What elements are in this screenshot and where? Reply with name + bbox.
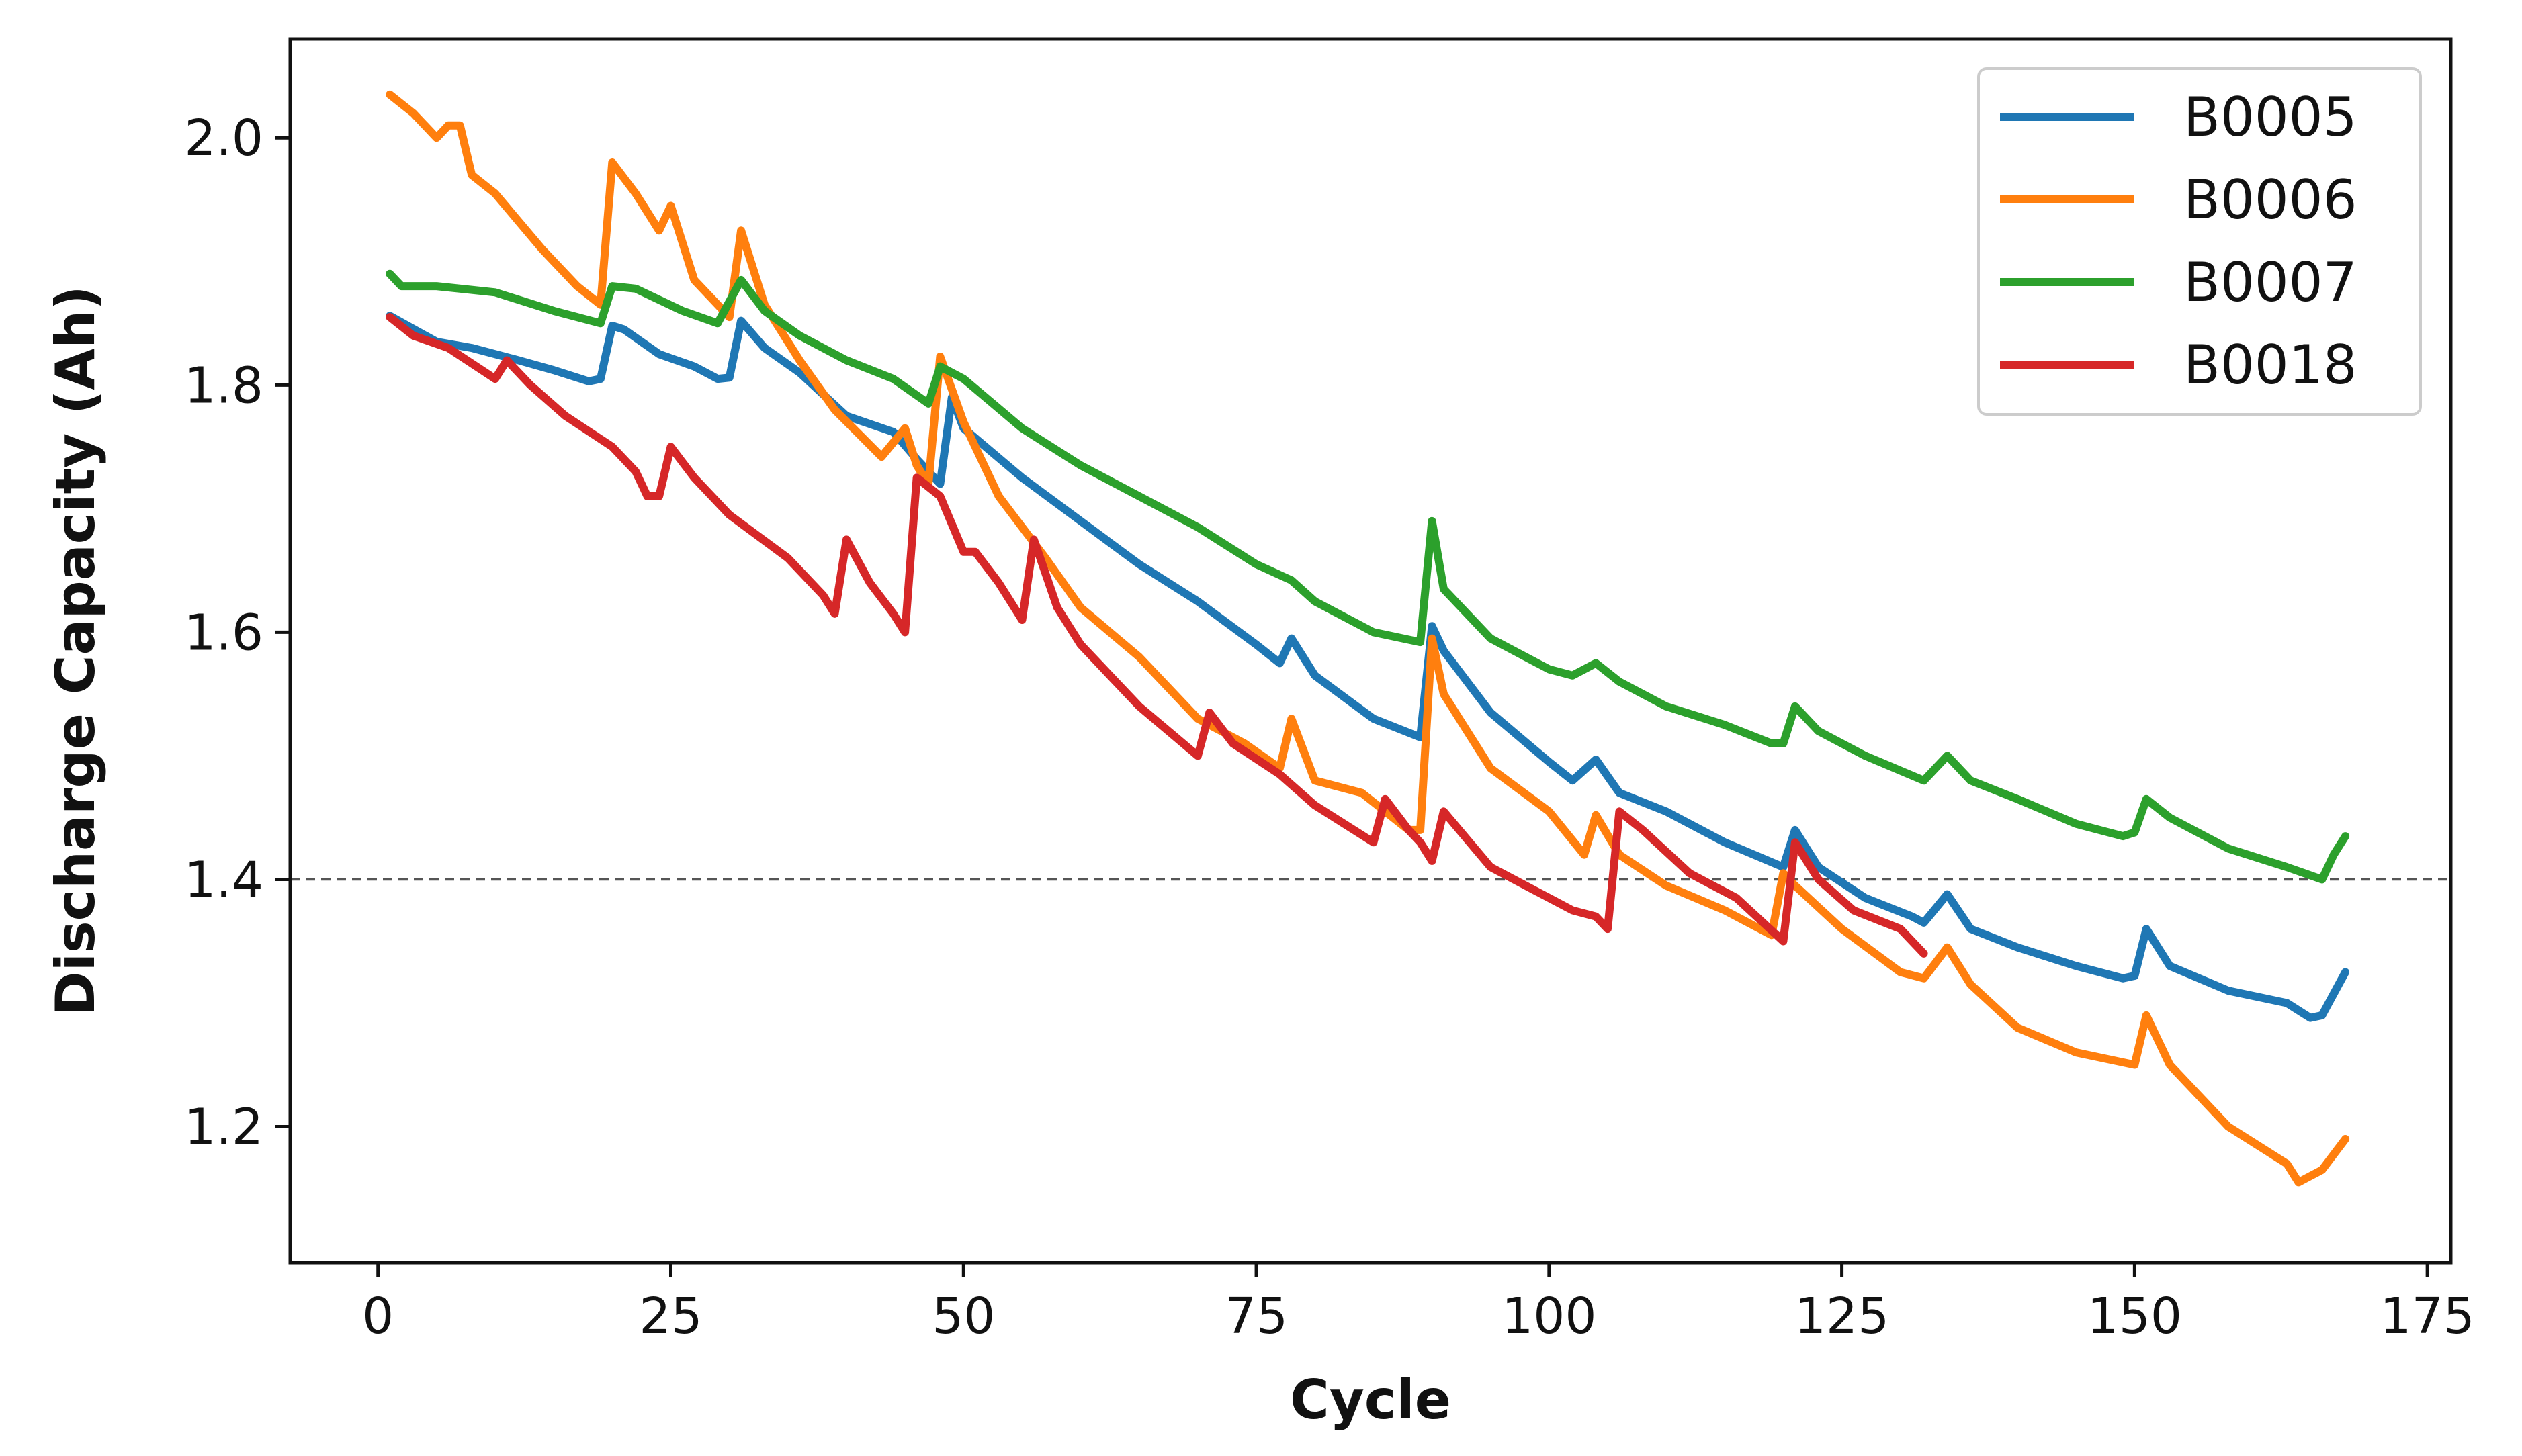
- y-tick-label: 1.4: [184, 851, 263, 909]
- x-tick-label: 175: [2380, 1287, 2475, 1345]
- legend-label-b0005: B0005: [2183, 86, 2357, 148]
- x-tick-label: 75: [1225, 1287, 1288, 1345]
- x-tick-label: 100: [1502, 1287, 1596, 1345]
- axes-layer: 0 25 50 75 100 125 150 175 1.2 1.4 1.6 1.8 2.0 Cycle D…: [44, 37, 2475, 1431]
- y-tick-label: 1.8: [184, 357, 263, 414]
- y-tick-label: 2.0: [184, 109, 263, 167]
- x-tick-label: 125: [1794, 1287, 1889, 1345]
- y-tick-label: 1.6: [184, 604, 263, 662]
- series-layer: [386, 90, 2350, 1187]
- y-tick-label: 1.2: [184, 1099, 263, 1156]
- x-tick-label: 150: [2087, 1287, 2182, 1345]
- legend-label-b0018: B0018: [2183, 334, 2357, 396]
- x-axis-label: Cycle: [1290, 1369, 1451, 1431]
- legend: B0005 B0006 B0007 B0018: [1977, 67, 2422, 416]
- series-line-b0005: [386, 312, 2350, 1022]
- y-axis-label: Discharge Capacity (Ah): [44, 285, 107, 1016]
- legend-box: [1977, 67, 2422, 416]
- legend-label-b0007: B0007: [2183, 251, 2357, 314]
- legend-label-b0006: B0006: [2183, 169, 2357, 231]
- series-line-b0018: [386, 313, 1928, 958]
- series-line-b0007: [386, 269, 2350, 884]
- series-line-b0006: [386, 90, 2350, 1187]
- x-tick-label: 0: [362, 1287, 394, 1345]
- x-tick-label: 50: [932, 1287, 995, 1345]
- plot-frame: [288, 37, 2453, 1265]
- x-tick-label: 25: [639, 1287, 702, 1345]
